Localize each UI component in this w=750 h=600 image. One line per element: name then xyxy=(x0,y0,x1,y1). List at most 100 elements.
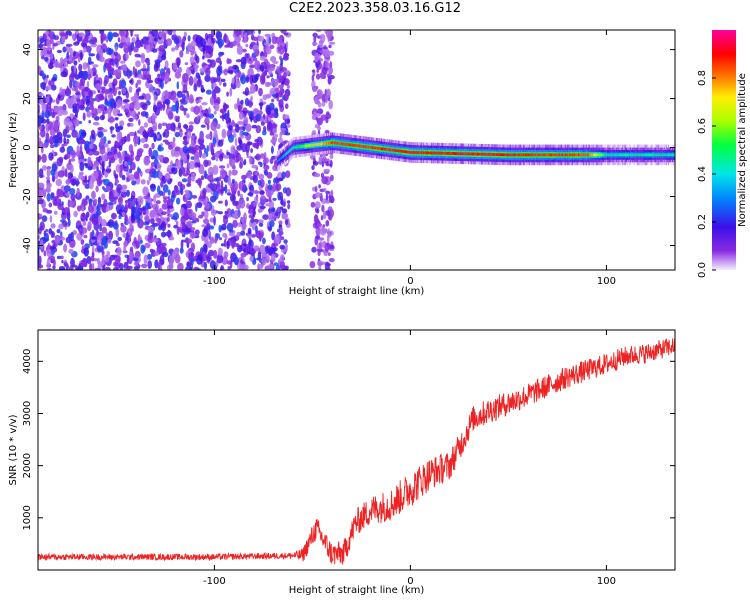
noise-blob xyxy=(144,203,150,210)
noise-blob xyxy=(135,39,142,49)
noise-blob xyxy=(129,122,134,127)
carrier-cell xyxy=(601,153,603,157)
noise-blob xyxy=(116,132,122,142)
noise-blob xyxy=(54,195,60,205)
noise-blob xyxy=(69,158,76,162)
carrier-cell xyxy=(475,152,477,156)
noise-blob xyxy=(259,65,265,72)
noise-blob xyxy=(201,211,205,217)
carrier-cell xyxy=(409,150,411,154)
noise-blob xyxy=(268,113,275,119)
noise-blob xyxy=(95,83,102,91)
carrier-cell xyxy=(651,153,653,157)
noise-blob xyxy=(134,101,141,111)
noise-blob xyxy=(203,209,209,220)
carrier-cell xyxy=(631,153,634,157)
noise-blob xyxy=(134,53,141,58)
noise-blob xyxy=(216,253,224,264)
noise-blob xyxy=(270,74,274,78)
noise-blob xyxy=(252,175,258,184)
noise-blob xyxy=(47,108,55,112)
noise-blob xyxy=(171,47,176,52)
noise-blob xyxy=(107,31,114,41)
noise-blob xyxy=(87,56,92,66)
noise-blob xyxy=(133,171,140,180)
noise-blob xyxy=(240,56,247,65)
noise-blob xyxy=(154,259,159,269)
noise-blob xyxy=(284,219,289,225)
noise-blob xyxy=(217,211,223,215)
noise-blob xyxy=(38,168,44,179)
carrier-cell xyxy=(580,153,583,157)
noise-blob xyxy=(143,254,148,265)
carrier-cell xyxy=(644,153,646,157)
noise-blob xyxy=(182,172,189,177)
carrier-cell xyxy=(530,153,532,157)
noise-blob xyxy=(204,203,210,210)
noise-blob xyxy=(176,57,181,67)
noise-blob xyxy=(119,263,124,270)
noise-blob xyxy=(212,137,217,146)
carrier-cell xyxy=(396,149,398,153)
noise-blob xyxy=(75,91,81,96)
noise-blob xyxy=(39,189,46,197)
carrier-cell xyxy=(554,153,556,157)
noise-blob xyxy=(184,191,190,199)
noise-blob xyxy=(101,88,106,94)
noise-blob xyxy=(207,166,214,176)
noise-blob xyxy=(87,65,91,75)
noise-blob xyxy=(236,145,243,151)
noise-blob xyxy=(179,247,184,254)
noise-blob xyxy=(160,181,164,188)
noise-blob xyxy=(91,252,95,257)
noise-blob xyxy=(272,128,278,134)
noise-blob xyxy=(205,52,210,59)
noise-blob xyxy=(73,50,76,57)
noise-blob xyxy=(240,74,247,85)
noise-blob xyxy=(244,97,250,107)
noise-blob xyxy=(121,174,126,181)
noise-blob xyxy=(45,96,50,103)
noise-blob xyxy=(117,37,121,43)
carrier-cell xyxy=(543,153,545,157)
carrier-cell xyxy=(591,153,593,157)
carrier-cell xyxy=(404,150,406,154)
noise-blob xyxy=(156,217,161,224)
noise-blob xyxy=(201,102,208,106)
noise-blob xyxy=(161,211,167,216)
noise-blob xyxy=(41,73,47,80)
noise-blob xyxy=(244,87,250,96)
noise-blob xyxy=(241,174,247,180)
x-tick-label: 100 xyxy=(597,576,616,587)
noise-blob xyxy=(181,233,186,238)
snr-plot-area xyxy=(38,336,675,565)
noise-blob xyxy=(315,227,321,236)
noise-blob xyxy=(248,58,252,62)
carrier-cell xyxy=(638,153,640,157)
noise-blob xyxy=(329,209,335,218)
carrier-cell xyxy=(302,144,304,148)
carrier-cell xyxy=(504,153,506,157)
noise-blob xyxy=(242,48,247,53)
noise-blob xyxy=(207,46,214,55)
noise-blob xyxy=(270,56,277,63)
noise-blob xyxy=(102,266,106,270)
noise-blob xyxy=(263,164,270,170)
carrier-cell xyxy=(586,153,588,157)
carrier-cell xyxy=(356,144,358,148)
carrier-cell xyxy=(435,151,438,155)
carrier-cell xyxy=(562,153,564,157)
noise-blob xyxy=(245,43,249,48)
noise-blob xyxy=(45,176,51,180)
noise-blob xyxy=(194,145,200,151)
noise-blob xyxy=(173,30,176,36)
noise-blob xyxy=(127,198,133,202)
carrier-cell xyxy=(493,153,495,156)
noise-blob xyxy=(140,207,146,211)
carrier-cell xyxy=(503,153,505,157)
carrier-cell xyxy=(656,153,658,157)
noise-blob xyxy=(128,131,136,137)
noise-blob xyxy=(168,106,172,112)
carrier-cell xyxy=(584,153,586,157)
noise-blob xyxy=(97,216,103,224)
